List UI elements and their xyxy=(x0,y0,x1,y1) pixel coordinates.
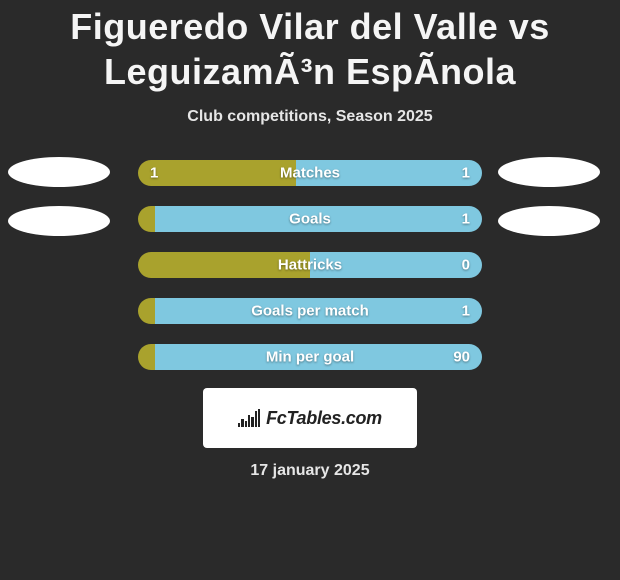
barchart-icon xyxy=(238,409,260,427)
barchart-icon-bar xyxy=(251,417,253,427)
logo-box: FcTables.com xyxy=(203,388,417,448)
logo-text: FcTables.com xyxy=(266,408,382,429)
stat-label: Min per goal xyxy=(266,349,354,366)
stat-bar-left xyxy=(138,160,296,186)
barchart-icon-bar xyxy=(241,419,243,427)
stat-row: Matches 1 1 xyxy=(0,160,620,186)
stat-bar: Matches 1 1 xyxy=(138,160,482,186)
stat-label: Matches xyxy=(280,165,340,182)
stat-value-right: 90 xyxy=(453,349,470,366)
stat-value-right: 1 xyxy=(462,211,470,228)
date-label: 17 january 2025 xyxy=(250,462,369,480)
subtitle: Club competitions, Season 2025 xyxy=(187,108,432,126)
stat-bar: Goals 1 xyxy=(138,206,482,232)
player-bubble-right xyxy=(498,157,600,187)
stat-label: Goals per match xyxy=(251,303,369,320)
stat-value-right: 0 xyxy=(462,257,470,274)
stat-bar: Hattricks 0 xyxy=(138,252,482,278)
page-title: Figueredo Vilar del Valle vs LeguizamÃ³n… xyxy=(0,4,620,94)
stat-label: Hattricks xyxy=(278,257,342,274)
barchart-icon-bar xyxy=(258,409,260,427)
barchart-icon-bar xyxy=(255,411,257,427)
barchart-icon-bar xyxy=(245,421,247,427)
stats-list: Matches 1 1 Goals 1 Hattricks 0 Goals per match… xyxy=(0,160,620,370)
stat-label: Goals xyxy=(289,211,331,228)
stat-bar-left xyxy=(138,206,155,232)
player-bubble-left xyxy=(8,157,110,187)
comparison-card: Figueredo Vilar del Valle vs LeguizamÃ³n… xyxy=(0,0,620,580)
stat-value-left: 1 xyxy=(150,165,158,182)
stat-value-right: 1 xyxy=(462,303,470,320)
stat-row: Goals per match 1 xyxy=(0,298,620,324)
barchart-icon-bar xyxy=(238,423,240,427)
player-bubble-right xyxy=(498,206,600,236)
stat-bar: Goals per match 1 xyxy=(138,298,482,324)
stat-bar-left xyxy=(138,298,155,324)
stat-row: Hattricks 0 xyxy=(0,252,620,278)
stat-row: Min per goal 90 xyxy=(0,344,620,370)
stat-bar: Min per goal 90 xyxy=(138,344,482,370)
barchart-icon-bar xyxy=(248,415,250,427)
stat-bar-left xyxy=(138,344,155,370)
player-bubble-left xyxy=(8,206,110,236)
stat-row: Goals 1 xyxy=(0,206,620,232)
stat-value-right: 1 xyxy=(462,165,470,182)
